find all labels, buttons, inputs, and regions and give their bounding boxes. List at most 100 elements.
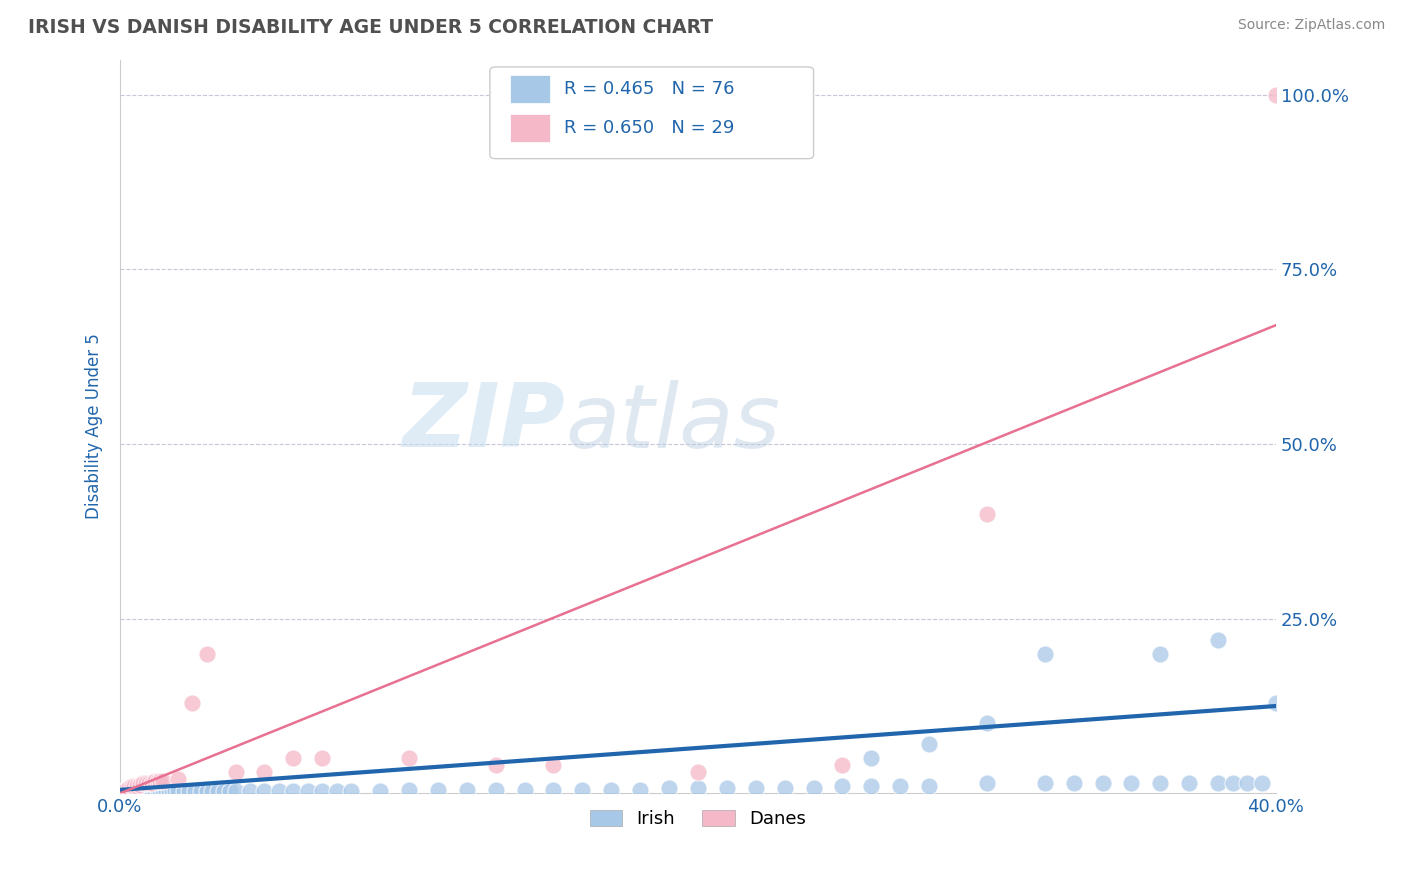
- Point: [340, 784, 363, 798]
- Point: [152, 784, 174, 798]
- Point: [745, 781, 768, 796]
- Point: [297, 784, 319, 798]
- Point: [146, 784, 169, 798]
- Point: [212, 784, 235, 798]
- Point: [628, 782, 651, 797]
- Point: [283, 751, 305, 765]
- Point: [1178, 776, 1201, 790]
- Point: [311, 784, 333, 798]
- Point: [456, 782, 478, 797]
- Point: [124, 784, 146, 798]
- Point: [976, 776, 998, 790]
- Point: [121, 780, 143, 794]
- Point: [114, 782, 136, 797]
- Point: [831, 758, 853, 772]
- Point: [163, 784, 186, 798]
- Point: [149, 773, 172, 788]
- Point: [218, 784, 240, 798]
- Point: [1121, 776, 1143, 790]
- Point: [225, 765, 247, 780]
- Point: [166, 772, 188, 787]
- Point: [1033, 776, 1056, 790]
- Point: [160, 784, 183, 798]
- Point: [485, 782, 508, 797]
- Point: [283, 784, 305, 798]
- Point: [918, 738, 941, 752]
- Point: [143, 773, 166, 788]
- Point: [129, 778, 152, 792]
- Point: [135, 784, 157, 798]
- Point: [127, 780, 149, 794]
- Point: [686, 781, 709, 796]
- FancyBboxPatch shape: [509, 114, 550, 143]
- Point: [146, 773, 169, 788]
- Point: [571, 782, 593, 797]
- Text: R = 0.465   N = 76: R = 0.465 N = 76: [564, 79, 734, 98]
- Point: [1149, 647, 1171, 661]
- Point: [976, 716, 998, 731]
- Point: [716, 781, 738, 796]
- Point: [138, 784, 160, 798]
- Point: [155, 784, 177, 798]
- Point: [803, 780, 825, 795]
- Point: [111, 784, 134, 798]
- Text: Source: ZipAtlas.com: Source: ZipAtlas.com: [1237, 18, 1385, 32]
- Point: [311, 751, 333, 765]
- Point: [1206, 632, 1229, 647]
- Point: [860, 780, 883, 794]
- Point: [135, 776, 157, 790]
- Point: [398, 782, 420, 797]
- Point: [513, 782, 536, 797]
- Point: [190, 784, 212, 798]
- Point: [686, 765, 709, 780]
- Point: [543, 782, 565, 797]
- Point: [239, 784, 262, 798]
- Point: [132, 776, 155, 790]
- Point: [398, 751, 420, 765]
- FancyBboxPatch shape: [509, 75, 550, 103]
- Point: [1236, 776, 1258, 790]
- Point: [1265, 87, 1288, 102]
- Point: [1033, 647, 1056, 661]
- FancyBboxPatch shape: [489, 67, 814, 159]
- Legend: Irish, Danes: Irish, Danes: [582, 803, 814, 836]
- Point: [138, 776, 160, 790]
- Point: [889, 780, 911, 794]
- Point: [253, 765, 276, 780]
- Point: [1149, 776, 1171, 790]
- Point: [485, 758, 508, 772]
- Point: [1063, 776, 1085, 790]
- Point: [132, 784, 155, 798]
- Point: [976, 507, 998, 521]
- Point: [831, 780, 853, 794]
- Text: R = 0.650   N = 29: R = 0.650 N = 29: [564, 120, 734, 137]
- Point: [267, 784, 290, 798]
- Point: [111, 784, 134, 798]
- Text: IRISH VS DANISH DISABILITY AGE UNDER 5 CORRELATION CHART: IRISH VS DANISH DISABILITY AGE UNDER 5 C…: [28, 18, 713, 37]
- Point: [225, 784, 247, 798]
- Point: [157, 784, 180, 798]
- Text: ZIP: ZIP: [402, 379, 565, 467]
- Point: [117, 781, 139, 796]
- Point: [121, 784, 143, 798]
- Point: [1265, 696, 1288, 710]
- Point: [918, 780, 941, 794]
- Point: [141, 784, 163, 798]
- Point: [149, 784, 172, 798]
- Point: [1250, 776, 1272, 790]
- Point: [152, 773, 174, 788]
- Point: [1206, 776, 1229, 790]
- Point: [114, 784, 136, 798]
- Point: [201, 784, 224, 798]
- Point: [325, 784, 347, 798]
- Point: [426, 782, 449, 797]
- Point: [600, 782, 623, 797]
- Point: [543, 758, 565, 772]
- Point: [253, 784, 276, 798]
- Point: [117, 784, 139, 798]
- Point: [127, 784, 149, 798]
- Point: [195, 784, 218, 798]
- Point: [658, 781, 681, 796]
- Point: [141, 776, 163, 790]
- Point: [124, 780, 146, 794]
